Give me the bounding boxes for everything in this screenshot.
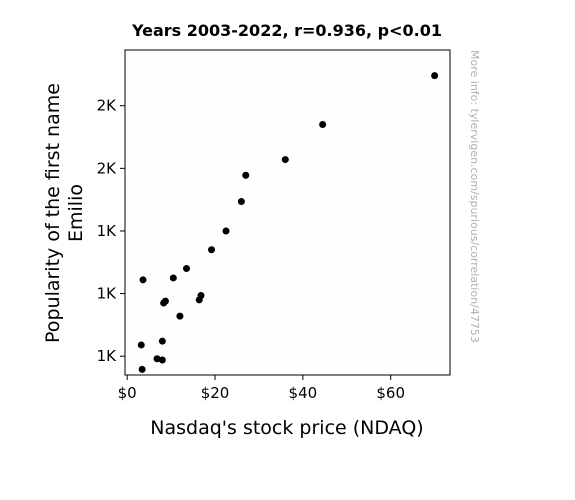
y-axis-label-line1: Popularity of the first name (42, 83, 64, 343)
data-point (153, 355, 161, 363)
data-point (158, 337, 166, 345)
y-tick-label: 2K (97, 159, 118, 177)
x-axis-ticks: $0 $20 $40 $60 (118, 375, 405, 402)
y-tick-label: 2K (97, 97, 118, 115)
data-point (208, 246, 216, 254)
chart-title: Years 2003-2022, r=0.936, p<0.01 (131, 21, 442, 40)
data-point (182, 265, 190, 273)
y-axis-label-line2: Emilio (65, 184, 87, 242)
x-tick-label: $0 (118, 384, 137, 402)
source-note: More info: tylervigen.com/spurious/corre… (468, 50, 481, 343)
data-points (137, 72, 439, 373)
y-tick-label: 1K (97, 347, 118, 365)
data-point (242, 171, 250, 179)
data-point (139, 276, 147, 284)
data-point (161, 297, 169, 305)
plot-area (124, 49, 451, 376)
y-tick-label: 1K (97, 222, 118, 240)
x-tick-label: $40 (289, 384, 318, 402)
x-tick-label: $60 (376, 384, 405, 402)
data-point (176, 312, 184, 320)
data-point (158, 356, 166, 364)
data-point (138, 365, 146, 373)
data-point (137, 341, 145, 349)
data-point (237, 198, 245, 206)
data-point (169, 274, 177, 282)
x-tick-label: $20 (201, 384, 230, 402)
data-point (431, 72, 439, 80)
x-axis-label: Nasdaq's stock price (NDAQ) (150, 417, 423, 439)
data-point (281, 156, 289, 164)
y-tick-label: 1K (97, 285, 118, 303)
data-point (319, 121, 327, 129)
data-point (222, 227, 230, 235)
data-point (197, 291, 205, 299)
y-axis-ticks: 1K 1K 1K 2K 2K (97, 97, 125, 365)
